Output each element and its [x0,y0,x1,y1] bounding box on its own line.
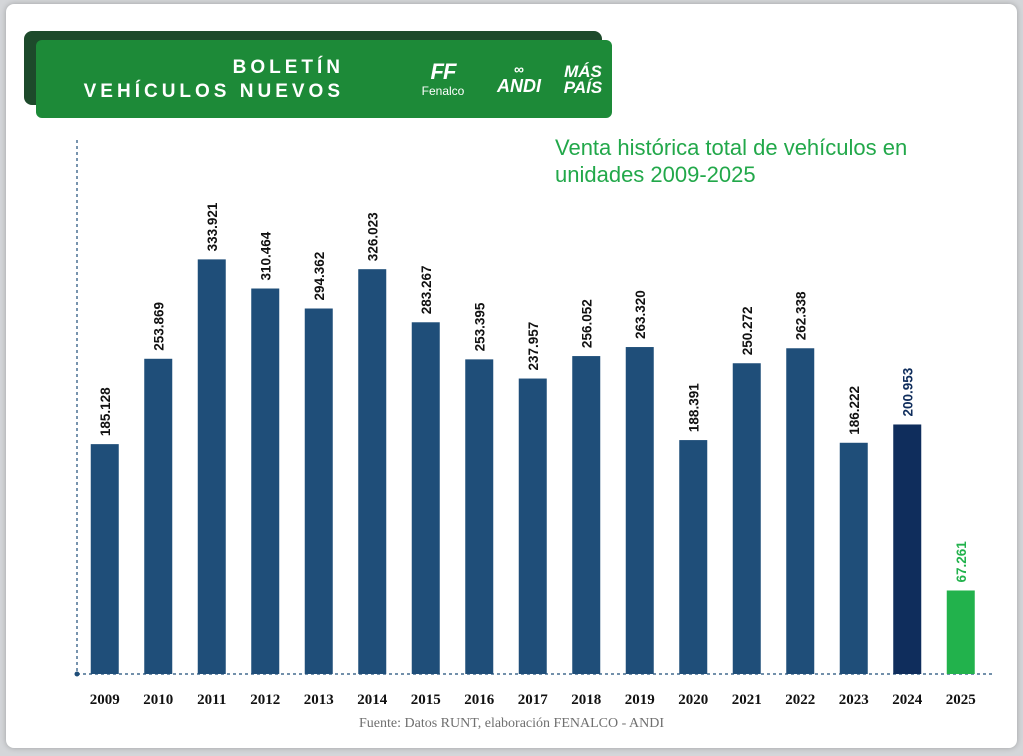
value-label-2013: 294.362 [312,252,327,301]
value-label-2011: 333.921 [205,202,220,251]
bar-2020 [679,440,708,674]
x-tick-label-2024: 2024 [892,692,923,708]
bar-2014 [358,269,387,674]
bar-2013 [304,308,333,674]
bar-2012 [251,288,280,674]
value-label-2017: 237.957 [526,322,541,371]
x-tick-label-2016: 2016 [464,692,495,708]
x-tick-label-2019: 2019 [625,692,655,708]
bar-2015 [411,322,440,674]
value-label-2015: 283.267 [419,265,434,314]
x-tick-label-2012: 2012 [250,692,280,708]
mas-pais-logo: MÁS PAÍS [558,62,608,97]
bar-2011 [197,259,226,674]
bar-2017 [518,378,547,674]
bar-2009 [90,444,119,674]
value-label-2024: 200.953 [900,367,915,416]
chart-title: Venta histórica total de vehículos en un… [555,135,908,187]
x-tick-label-2010: 2010 [143,692,173,708]
header-banner: BOLETÍN VEHÍCULOS NUEVOS FF Fenalco ∞ AN… [36,40,612,118]
value-label-2025: 67.261 [954,541,969,583]
fenalco-logo: FF Fenalco [414,59,472,99]
bar-2025 [946,590,975,674]
fenalco-mark-icon: FF [430,59,457,84]
value-label-2020: 188.391 [686,383,701,432]
x-tick-label-2009: 2009 [90,692,120,708]
x-tick-label-2018: 2018 [571,692,601,708]
bar-2023 [839,442,868,674]
axis-origin-dot [74,671,80,677]
value-label-2012: 310.464 [258,231,273,280]
banner-title-line2: VEHÍCULOS NUEVOS [83,81,344,102]
bar-2016 [465,359,494,674]
value-label-2016: 253.395 [472,302,487,351]
bar-2019 [625,347,654,674]
x-tick-label-2022: 2022 [785,692,815,708]
banner-title: BOLETÍN VEHÍCULOS NUEVOS [84,56,344,104]
bar-2022 [786,348,815,674]
value-label-2021: 250.272 [740,306,755,355]
andi-wordmark: ANDI [497,76,541,96]
x-tick-label-2015: 2015 [411,692,441,708]
x-tick-label-2014: 2014 [357,692,388,708]
value-label-2010: 253.869 [151,302,166,351]
source-note: Fuente: Datos RUNT, elaboración FENALCO … [359,716,664,731]
x-tick-label-2021: 2021 [732,692,762,708]
x-tick-label-2017: 2017 [518,692,549,708]
bar-2010 [144,358,173,674]
fenalco-wordmark: Fenalco [421,84,465,98]
value-label-2018: 256.052 [579,299,594,348]
mas-pais-line1: MÁS [564,62,602,81]
value-label-2022: 262.338 [793,291,808,340]
value-label-2019: 263.320 [633,290,648,339]
x-tick-label-2025: 2025 [946,692,976,708]
bar-2018 [572,356,601,674]
x-tick-label-2020: 2020 [678,692,708,708]
mas-pais-line2: PAÍS [563,78,603,97]
banner-title-line1: BOLETÍN [232,57,344,78]
x-tick-label-2013: 2013 [304,692,334,708]
andi-logo: ∞ ANDI [490,62,548,96]
value-label-2023: 186.222 [847,386,862,435]
bar-2024 [893,424,922,674]
x-tick-label-2023: 2023 [839,692,869,708]
value-label-2014: 326.023 [365,212,380,261]
value-label-2009: 185.128 [98,387,113,436]
x-tick-label-2011: 2011 [197,692,226,708]
andi-mark-icon: ∞ [514,61,524,77]
bar-2021 [732,363,761,674]
